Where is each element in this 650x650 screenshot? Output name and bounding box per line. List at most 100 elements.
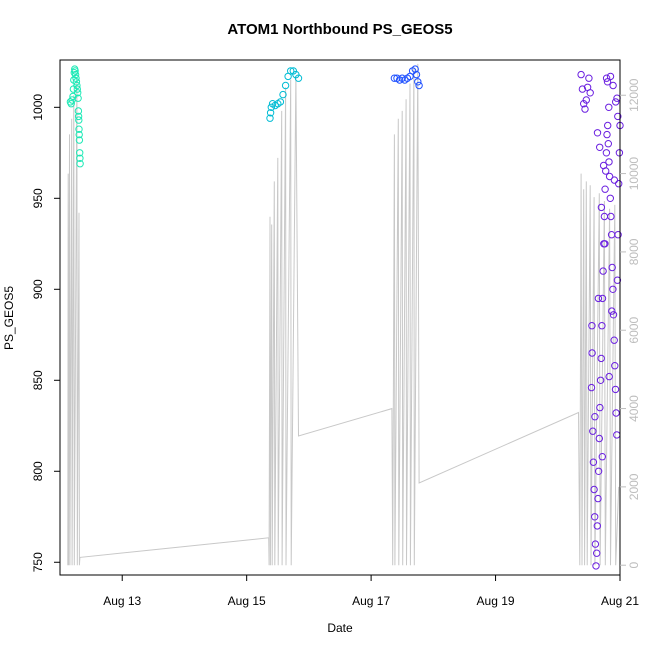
data-point xyxy=(289,67,297,75)
data-point xyxy=(591,540,600,548)
data-point xyxy=(578,85,587,93)
y2-axis: 0 2000 4000 6000 8000 10000 12000 xyxy=(620,78,641,569)
data-point xyxy=(75,130,83,139)
y-tick-label: 1000 xyxy=(31,94,45,121)
series-2 xyxy=(266,67,303,122)
data-point xyxy=(267,103,275,112)
series-3 xyxy=(390,65,423,90)
y2-tick-label: 10000 xyxy=(627,157,641,191)
data-point xyxy=(614,112,622,121)
data-point xyxy=(614,231,622,239)
y2-tick-label: 0 xyxy=(627,562,641,569)
data-point xyxy=(411,65,419,73)
x-axis: Aug 13 Aug 15 Aug 17 Aug 19 Aug 21 xyxy=(103,575,639,608)
data-point xyxy=(596,376,605,384)
data-point xyxy=(594,467,603,475)
x-tick-label: Aug 13 xyxy=(103,594,141,608)
plot-frame xyxy=(59,59,621,576)
data-point xyxy=(605,172,614,181)
data-point xyxy=(602,149,611,157)
data-point xyxy=(390,74,399,82)
data-point xyxy=(610,336,618,344)
y-axis-label: PS_GEOS5 xyxy=(2,286,16,350)
data-point xyxy=(594,294,603,303)
y-tick-label: 950 xyxy=(31,188,45,208)
data-point xyxy=(602,74,611,82)
data-point xyxy=(75,136,84,144)
data-point xyxy=(594,494,602,503)
data-point xyxy=(593,129,602,137)
data-point xyxy=(601,185,609,193)
data-point xyxy=(589,458,598,466)
data-point xyxy=(591,513,599,521)
y2-tick-label: 2000 xyxy=(627,473,641,500)
series-4 xyxy=(577,70,624,570)
x-tick-label: Aug 17 xyxy=(352,594,390,608)
y2-tick-label: 8000 xyxy=(627,238,641,265)
chart-title: ATOM1 Northbound PS_GEOS5 xyxy=(227,21,452,38)
data-point xyxy=(577,70,585,79)
data-point xyxy=(607,212,615,221)
data-point xyxy=(67,100,75,108)
data-point xyxy=(72,74,80,82)
y2-tick-label: 6000 xyxy=(627,317,641,344)
y-tick-label: 900 xyxy=(31,279,45,299)
data-point xyxy=(74,94,82,102)
data-point xyxy=(605,103,613,112)
data-point xyxy=(585,74,593,82)
data-point xyxy=(612,98,620,106)
data-point xyxy=(593,522,601,530)
data-point xyxy=(599,161,608,170)
data-point xyxy=(415,81,423,90)
data-point xyxy=(591,413,599,421)
data-point xyxy=(601,240,609,248)
data-point xyxy=(597,203,606,212)
data-point xyxy=(608,263,616,272)
data-point xyxy=(75,125,83,133)
x-axis-label: Date xyxy=(327,621,353,635)
data-point xyxy=(73,81,81,90)
altitude-series xyxy=(67,63,620,566)
data-point xyxy=(604,121,612,130)
y2-tick-label: 4000 xyxy=(627,395,641,422)
data-point xyxy=(281,81,290,90)
pressure-points xyxy=(66,65,624,570)
data-point xyxy=(612,409,620,417)
data-point xyxy=(606,72,615,81)
data-point xyxy=(598,322,606,330)
data-point xyxy=(412,70,421,79)
x-tick-label: Aug 21 xyxy=(601,594,639,608)
data-point xyxy=(69,92,77,101)
data-point xyxy=(266,109,275,117)
data-point xyxy=(587,383,596,392)
data-point xyxy=(74,89,82,97)
data-point xyxy=(610,176,619,184)
altitude-line xyxy=(67,63,620,566)
data-point xyxy=(613,276,622,284)
x-tick-label: Aug 19 xyxy=(477,594,515,608)
data-point xyxy=(605,372,613,381)
data-point xyxy=(596,143,604,152)
y-axis: 750 800 850 900 950 1000 xyxy=(31,94,60,572)
data-point xyxy=(595,434,603,443)
data-point xyxy=(276,98,285,106)
data-point xyxy=(615,149,624,157)
data-point xyxy=(590,485,598,494)
data-point xyxy=(589,427,597,435)
y-tick-label: 850 xyxy=(31,370,45,390)
data-point xyxy=(74,107,83,115)
data-point xyxy=(414,78,422,86)
data-point xyxy=(608,307,616,315)
data-point xyxy=(71,70,80,79)
data-point xyxy=(279,90,287,99)
data-point xyxy=(596,403,604,412)
data-point xyxy=(76,160,84,168)
data-point xyxy=(287,67,295,75)
data-point xyxy=(611,385,620,394)
y-tick-label: 750 xyxy=(31,552,45,572)
y2-tick-label: 12000 xyxy=(627,78,641,112)
data-point xyxy=(609,81,617,90)
x-tick-label: Aug 15 xyxy=(228,594,266,608)
